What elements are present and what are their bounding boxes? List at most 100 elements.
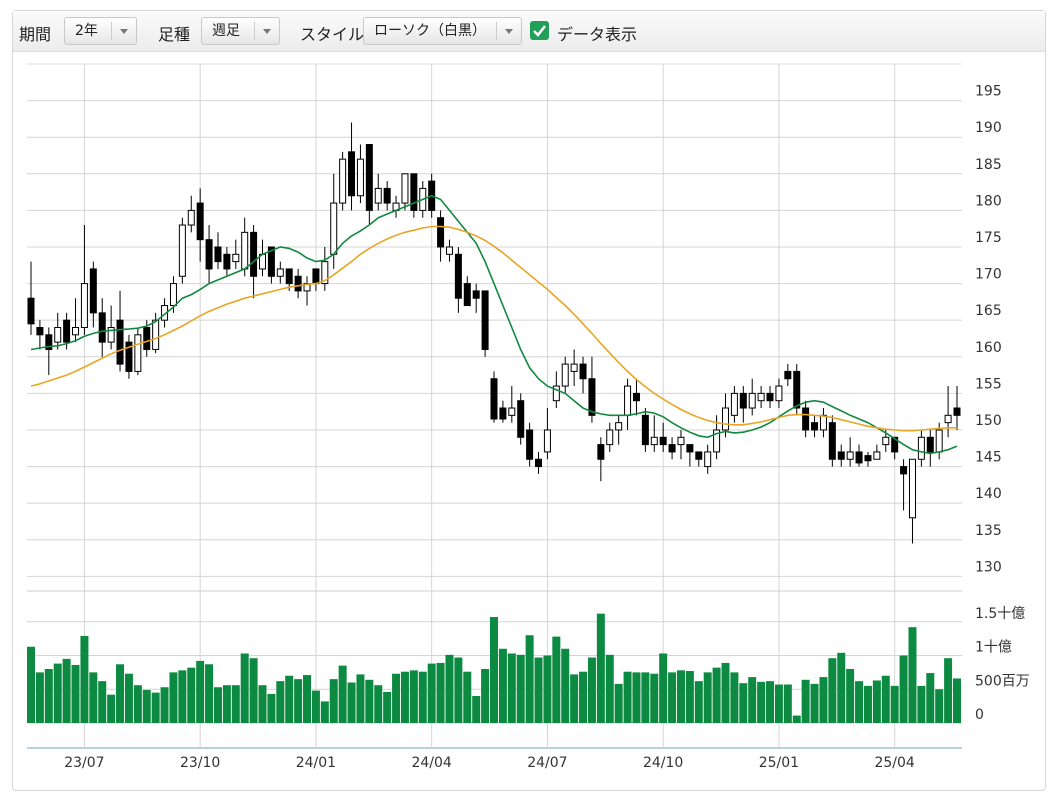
volume-bar (596, 613, 605, 723)
volume-bar (846, 669, 855, 723)
volume-bar (721, 662, 730, 723)
candle-body (704, 451, 712, 468)
y-tick-label: 140 (975, 486, 1002, 502)
volume-bar (872, 680, 881, 723)
volume-bar (748, 677, 757, 723)
candle-body (27, 297, 35, 325)
candle-body (757, 392, 765, 402)
volume-bar (267, 693, 276, 723)
candle-body (900, 466, 908, 475)
style-label: スタイル (300, 25, 365, 44)
style-select[interactable]: ローソク（白黒） (363, 17, 522, 45)
volume-bar (587, 657, 596, 723)
candle-body (588, 378, 596, 416)
volume-bar (71, 664, 80, 723)
volume-bar (285, 675, 294, 723)
candle-body (517, 400, 525, 438)
volume-bar (543, 655, 552, 723)
volume-bar (917, 685, 926, 723)
bar-label: 足種 (158, 25, 191, 44)
volume-bar (311, 690, 320, 723)
period-select[interactable]: 2年 (64, 17, 137, 45)
volume-bar (552, 636, 561, 723)
volume-bar (240, 653, 249, 723)
volume-bar (757, 681, 766, 723)
volume-bar (445, 654, 454, 723)
candle-body (383, 187, 391, 204)
bar-select[interactable]: 週足 (201, 17, 280, 45)
candle-body (775, 385, 783, 402)
candle-body (668, 444, 676, 453)
candle-body (116, 319, 124, 365)
volume-bar (935, 689, 944, 723)
volume-bar (623, 671, 632, 723)
volume-bar (810, 683, 819, 723)
volume-bar (347, 682, 356, 723)
volume-bar (320, 701, 329, 723)
candle-body (828, 422, 836, 460)
candle-body (410, 173, 418, 211)
volume-bar (187, 667, 196, 723)
volume-bar (676, 670, 685, 723)
candle-body (784, 370, 792, 380)
period-label: 期間 (19, 25, 52, 44)
volume-bar (80, 635, 89, 723)
candle-body (561, 363, 569, 387)
candle-body (223, 253, 231, 270)
show-data-checkbox[interactable] (530, 21, 549, 40)
candle-body (250, 231, 258, 277)
y-tick-label: 195 (975, 84, 1002, 100)
candle-body (45, 334, 53, 350)
candle-body (472, 290, 480, 299)
volume-bar (160, 687, 169, 723)
volume-bar (766, 681, 775, 723)
volume-bar (890, 685, 899, 723)
volume-bar (774, 684, 783, 723)
volume-bar (169, 672, 178, 723)
candle-body (63, 319, 71, 343)
volume-bar (303, 675, 312, 723)
y-tick-label: 155 (975, 376, 1002, 392)
volume-bar (463, 671, 472, 723)
candle-body (650, 436, 658, 446)
candle-body (276, 268, 284, 277)
candle-body (348, 151, 356, 197)
volume-bar (614, 683, 623, 723)
volume-bar (712, 667, 721, 723)
candle-body (356, 158, 364, 197)
candle-body (339, 158, 347, 204)
candle-body (205, 239, 213, 270)
candle-body (374, 187, 382, 204)
candle-body (543, 429, 551, 453)
candle-body (819, 414, 827, 431)
volume-bar (178, 670, 187, 723)
volume-bar (142, 689, 151, 723)
volume-bar (730, 672, 739, 723)
candle-body (641, 414, 649, 446)
y-tick-label: 165 (975, 303, 1002, 319)
candle-body (499, 407, 507, 420)
volume-bar (899, 655, 908, 723)
volume-bar (35, 672, 44, 723)
y-tick-label: 190 (975, 120, 1002, 136)
candle-body (748, 392, 756, 409)
candle-body (80, 283, 88, 329)
volume-bar (249, 658, 258, 723)
volume-bar (427, 663, 436, 723)
candle-body (107, 327, 115, 343)
volume-bar (294, 679, 303, 723)
candle-body (713, 429, 721, 453)
candle-body (321, 261, 329, 285)
candle-body (330, 202, 338, 255)
candle-body (463, 283, 471, 307)
volume-bar (855, 681, 864, 723)
volume-bar (116, 664, 125, 723)
x-tick-label: 24/10 (643, 755, 683, 771)
volume-bar (641, 672, 650, 723)
volume-bar (908, 627, 917, 723)
show-data-label[interactable]: データ表示 (557, 25, 638, 44)
volume-bar (828, 658, 837, 723)
candle-body (873, 451, 881, 460)
